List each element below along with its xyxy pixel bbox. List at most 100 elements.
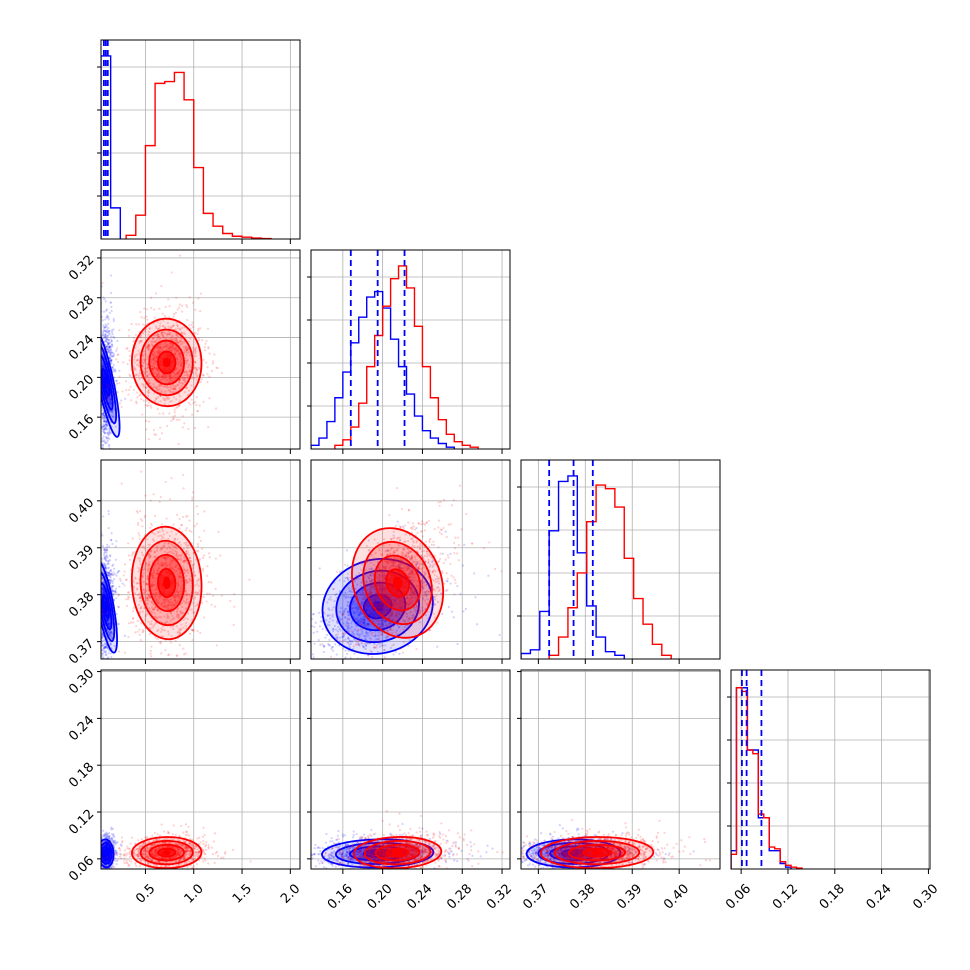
sample-point <box>105 330 108 333</box>
sample-point <box>104 336 107 339</box>
sample-point <box>160 652 163 655</box>
sample-point <box>138 340 142 343</box>
sample-point <box>134 333 138 337</box>
sample-point <box>187 593 190 596</box>
sample-point <box>152 355 155 358</box>
sample-point <box>101 352 104 355</box>
sample-point <box>104 567 108 571</box>
sample-point <box>167 397 171 401</box>
sample-point <box>158 615 161 619</box>
sample-point <box>193 595 197 599</box>
sample-point <box>111 590 114 593</box>
sample-point <box>137 532 140 535</box>
sample-point <box>109 402 112 405</box>
sample-point <box>102 591 105 594</box>
sample-point <box>152 584 155 587</box>
sample-point <box>103 424 107 427</box>
sample-point <box>187 571 190 575</box>
density-peak-series-0 <box>103 376 109 389</box>
sample-point <box>173 604 176 608</box>
sample-point <box>220 371 223 375</box>
sample-point <box>233 592 236 596</box>
sample-point <box>190 628 193 631</box>
sample-point <box>150 585 153 588</box>
sample-point <box>177 380 180 383</box>
sample-point <box>115 382 119 385</box>
sample-point <box>162 336 166 340</box>
sample-point <box>191 499 194 502</box>
sample-point <box>197 366 200 370</box>
sample-point <box>178 614 181 617</box>
sample-point <box>113 573 116 576</box>
sample-point <box>199 327 202 330</box>
sample-point <box>155 577 158 580</box>
sample-point <box>144 614 147 617</box>
sample-point <box>104 653 107 657</box>
sample-point <box>116 622 119 625</box>
sample-point <box>143 592 146 595</box>
sample-point <box>153 367 156 370</box>
sample-point <box>183 374 186 377</box>
sample-point <box>185 581 188 584</box>
sample-point <box>169 558 172 561</box>
sample-point <box>98 356 100 358</box>
sample-point <box>168 349 172 352</box>
sample-point <box>186 359 189 362</box>
sample-point <box>180 357 183 360</box>
sample-point <box>147 567 150 571</box>
sample-point <box>159 426 162 429</box>
sample-point <box>167 616 170 619</box>
sample-point <box>194 349 197 352</box>
sample-point <box>101 652 104 655</box>
sample-point <box>150 360 153 363</box>
sample-point <box>160 627 163 630</box>
sample-point <box>147 381 150 384</box>
sample-point <box>197 579 200 582</box>
sample-point <box>175 321 178 324</box>
sample-point <box>185 568 189 572</box>
sample-point <box>97 438 99 440</box>
sample-point <box>148 327 151 330</box>
sample-point <box>179 559 183 562</box>
sample-point <box>184 578 188 581</box>
sample-point <box>207 426 210 429</box>
sample-point <box>152 361 156 365</box>
sample-point <box>162 398 165 401</box>
sample-point <box>163 326 167 329</box>
sample-point <box>352 610 355 613</box>
sample-point <box>158 388 161 391</box>
sample-point <box>186 581 189 584</box>
sample-point <box>139 393 142 396</box>
sample-point <box>106 610 110 613</box>
sample-point <box>196 410 199 413</box>
sample-point <box>168 534 172 537</box>
sample-point <box>176 587 179 590</box>
sample-point <box>147 554 150 557</box>
sample-point <box>101 587 104 590</box>
sample-point <box>101 363 104 366</box>
sample-point <box>110 309 113 313</box>
sample-point <box>138 341 141 345</box>
sample-point <box>165 332 169 335</box>
sample-point <box>178 404 181 407</box>
sample-point <box>127 635 130 638</box>
sample-point <box>168 374 171 377</box>
sample-point <box>108 345 111 348</box>
sample-point <box>182 487 185 490</box>
sample-point <box>105 546 108 549</box>
sample-point <box>107 656 110 659</box>
sample-point <box>103 562 106 565</box>
sample-point <box>184 592 187 595</box>
sample-point <box>198 589 201 592</box>
sample-point <box>139 334 143 337</box>
sample-point <box>108 663 110 665</box>
sample-point <box>107 618 110 621</box>
sample-point <box>102 310 106 313</box>
sample-point <box>152 603 155 606</box>
sample-point <box>105 339 108 343</box>
sample-point <box>93 365 95 367</box>
sample-point <box>177 592 180 595</box>
sample-point <box>110 351 113 354</box>
sample-point <box>137 523 140 527</box>
sample-point <box>111 573 114 576</box>
